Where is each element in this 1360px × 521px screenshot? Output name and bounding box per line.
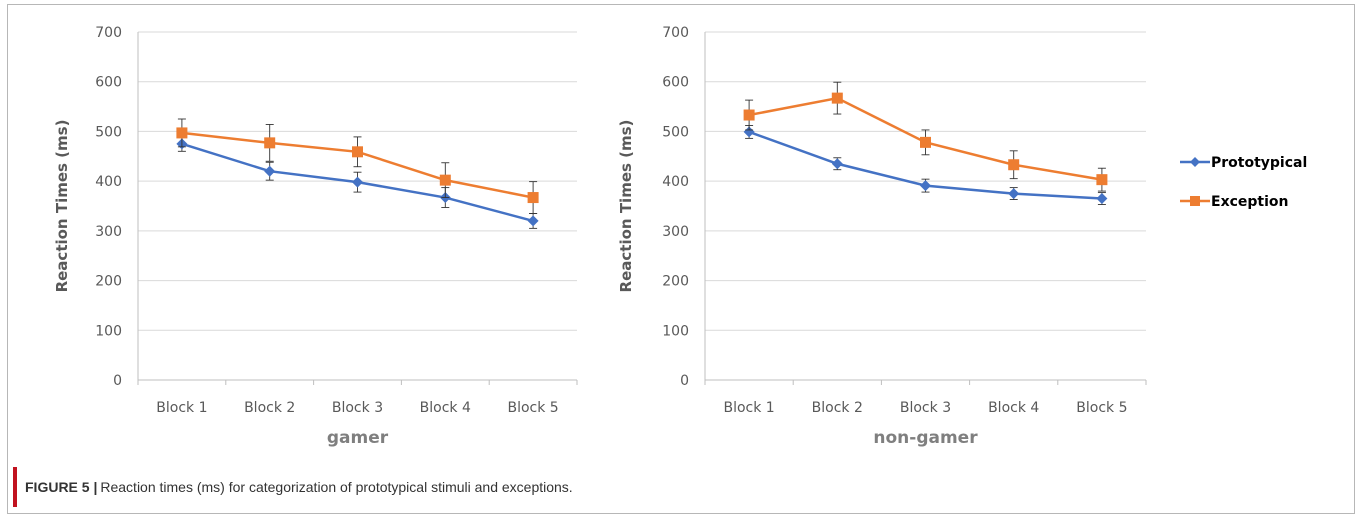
x-tick-label: Block 3	[332, 400, 383, 416]
y-tick-label: 200	[662, 274, 689, 290]
x-tick-label: Block 2	[812, 400, 863, 416]
y-tick-label: 400	[95, 174, 122, 190]
data-point	[743, 109, 755, 121]
y-tick-label: 500	[662, 124, 689, 140]
data-point	[439, 174, 451, 186]
x-tick-label: Block 5	[1076, 400, 1127, 416]
x-tick-label: Block 4	[988, 400, 1039, 416]
data-point	[1096, 174, 1108, 186]
y-tick-label: 700	[662, 25, 689, 41]
x-tick-label: Block 4	[420, 400, 471, 416]
legend: Prototypical Exception	[1180, 155, 1307, 210]
x-axis-title: non-gamer	[873, 428, 978, 448]
y-tick-label: 600	[662, 75, 689, 91]
chart-gamer: 0 100 200 300 400 500 600 700 Block 1 Block 2 Bloc…	[53, 25, 578, 448]
x-tick-label: Block 5	[507, 400, 558, 416]
legend-label: Prototypical	[1211, 155, 1307, 171]
chart-non-gamer: 0 100 200 300 400 500 600 700 Block 1 Block 2 Bloc…	[617, 25, 1147, 448]
data-point	[743, 126, 755, 138]
legend-marker	[1190, 157, 1200, 167]
data-point	[264, 137, 276, 149]
x-tick-label: Block 3	[900, 400, 951, 416]
data-point	[527, 192, 539, 204]
y-tick-label: 200	[95, 274, 122, 290]
y-axis-title: Reaction Times (ms)	[617, 120, 635, 293]
data-point	[1096, 193, 1108, 205]
data-point	[176, 127, 188, 139]
y-tick-label: 300	[662, 224, 689, 240]
x-tick-label: Block 1	[723, 400, 774, 416]
y-tick-label: 500	[95, 124, 122, 140]
data-point	[831, 92, 843, 104]
legend-label: Exception	[1211, 194, 1289, 210]
y-tick-label: 400	[662, 174, 689, 190]
y-tick-label: 0	[113, 373, 122, 389]
y-tick-label: 300	[95, 224, 122, 240]
data-point	[1008, 159, 1020, 171]
y-tick-label: 700	[95, 25, 122, 41]
y-axis-title: Reaction Times (ms)	[53, 120, 71, 293]
y-tick-label: 100	[95, 323, 122, 339]
data-point	[831, 158, 843, 170]
y-tick-label: 600	[95, 75, 122, 91]
data-point	[352, 176, 363, 188]
data-point	[920, 136, 931, 148]
data-point	[920, 180, 931, 192]
data-point	[264, 165, 276, 177]
x-axis-title: gamer	[327, 428, 389, 448]
figure-frame	[7, 4, 1355, 514]
figure-caption: FIGURE 5 | Reaction times (ms) for categ…	[13, 467, 1338, 507]
x-tick-label: Block 1	[156, 400, 207, 416]
figure-caption-label: FIGURE 5 |	[25, 479, 98, 495]
y-tick-label: 100	[662, 323, 689, 339]
data-point	[527, 215, 539, 227]
x-tick-label: Block 2	[244, 400, 295, 416]
figure-caption-text: Reaction times (ms) for categorization o…	[100, 479, 573, 495]
y-tick-label: 0	[680, 373, 689, 389]
data-point	[352, 146, 363, 158]
data-point	[1008, 188, 1020, 200]
legend-marker	[1190, 196, 1200, 206]
